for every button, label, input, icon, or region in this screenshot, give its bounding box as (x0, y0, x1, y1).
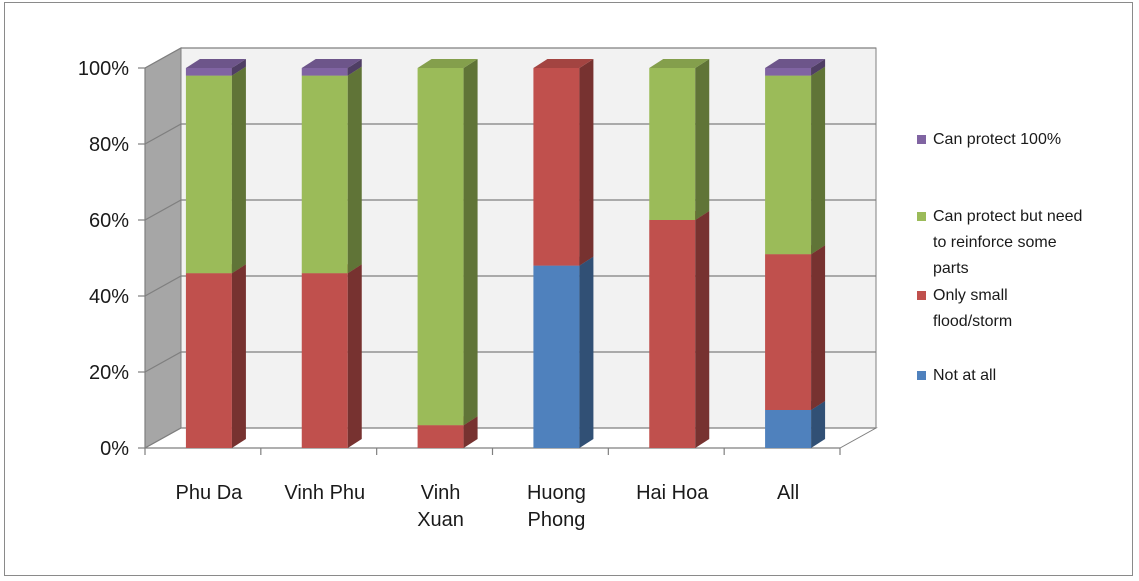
bar-side (811, 245, 826, 410)
bar-side (463, 416, 478, 448)
gridline (144, 199, 876, 221)
y-tick-label: 40% (89, 286, 129, 308)
gridlines (144, 47, 876, 449)
bar-stack (533, 59, 594, 448)
bar-segment (301, 66, 362, 274)
bar-face (301, 273, 348, 448)
bar-face (417, 425, 464, 448)
y-tick-label: 100% (78, 58, 129, 80)
bar-face (533, 265, 580, 448)
bar-side (695, 211, 710, 448)
bar-top (301, 59, 362, 68)
bar-side (811, 59, 826, 76)
legend-label: Can protect but need to reinforce some par… (933, 208, 1082, 277)
bar-side (579, 256, 594, 448)
bar-face (649, 68, 696, 220)
bar-face (533, 68, 580, 266)
x-category-label: Phu Da (176, 482, 244, 504)
bar-segment (765, 245, 826, 410)
bar-face (301, 68, 348, 76)
bar-face (765, 68, 812, 76)
legend-item: Not at all (917, 367, 996, 384)
bar-side (231, 264, 246, 448)
bar-top (649, 59, 710, 68)
gridline (144, 351, 876, 373)
bar-segment (185, 59, 246, 76)
legend-swatch (917, 371, 926, 380)
legend-label: Only small flood/storm (933, 287, 1012, 330)
y-tick-labels: 0% 20% 40% 60% 80% 100% (78, 58, 129, 460)
bar-segment (301, 59, 362, 76)
bar-face (185, 273, 232, 448)
legend-swatch (917, 212, 926, 221)
legend-item: Can protect but need to reinforce some par… (917, 208, 1082, 277)
bar-face (649, 220, 696, 448)
bar-segment (533, 256, 594, 448)
bar-face (765, 254, 812, 410)
chart-frame: 0% 20% 40% 60% 80% 100% Phu Da Vinh Phu Vinh Xua… (4, 2, 1133, 576)
bar-face (185, 68, 232, 76)
bar-side (811, 66, 826, 255)
bar-stack (649, 59, 710, 448)
y-tick-label: 0% (100, 438, 129, 460)
y-tick-label: 20% (89, 362, 129, 384)
gridline (144, 123, 876, 145)
bar-segment (533, 59, 594, 266)
bar-stack (765, 59, 826, 448)
gridline (144, 47, 876, 69)
x-category-label: All (777, 482, 799, 504)
x-category-labels: Phu Da Vinh Phu Vinh Xuan Huong Phong Hai Hoa A… (176, 482, 800, 531)
gridline (144, 427, 876, 449)
bar-segment (185, 264, 246, 448)
bar-top (533, 59, 594, 68)
bars (185, 59, 826, 448)
bar-segment (765, 59, 826, 76)
bar-top (417, 59, 478, 68)
y-tick-label: 60% (89, 210, 129, 232)
bar-side (231, 66, 246, 274)
bar-segment (301, 264, 362, 448)
bar-stack (417, 59, 478, 448)
bar-side (347, 66, 362, 274)
bar-side (695, 59, 710, 220)
legend-swatch (917, 135, 926, 144)
bar-side (347, 264, 362, 448)
bar-face (417, 68, 464, 426)
x-category-label: Hai Hoa (636, 482, 709, 504)
legend-label: Can protect 100% (933, 131, 1061, 148)
bar-segment (185, 66, 246, 274)
bar-side (463, 59, 478, 426)
stacked-bar-chart: 0% 20% 40% 60% 80% 100% Phu Da Vinh Phu Vinh Xua… (78, 47, 1082, 531)
bar-segment (649, 59, 710, 220)
x-category-label: Vinh Xuan (417, 482, 464, 531)
side-wall (144, 47, 182, 449)
bar-segment (649, 211, 710, 448)
bar-side (231, 59, 246, 76)
bar-stack (301, 59, 362, 448)
bar-stack (185, 59, 246, 448)
bar-segment (765, 66, 826, 255)
gridline (144, 275, 876, 297)
bar-segment (417, 59, 478, 426)
x-category-label: Huong Phong (527, 482, 586, 531)
bar-face (185, 75, 232, 274)
legend: Can protect 100% Can protect but need to r… (917, 131, 1082, 384)
bar-face (765, 410, 812, 448)
bar-face (765, 75, 812, 255)
bar-side (347, 59, 362, 76)
bar-top (185, 59, 246, 68)
legend-item: Only small flood/storm (917, 287, 1012, 330)
bar-side (579, 59, 594, 266)
axes (138, 67, 841, 455)
y-tick-label: 80% (89, 134, 129, 156)
legend-label: Not at all (933, 367, 996, 384)
legend-swatch (917, 291, 926, 300)
legend-item: Can protect 100% (917, 131, 1061, 148)
back-wall (180, 47, 877, 429)
bar-face (301, 75, 348, 274)
bar-side (811, 401, 826, 448)
x-category-label: Vinh Phu (284, 482, 365, 504)
bar-top (765, 59, 826, 68)
